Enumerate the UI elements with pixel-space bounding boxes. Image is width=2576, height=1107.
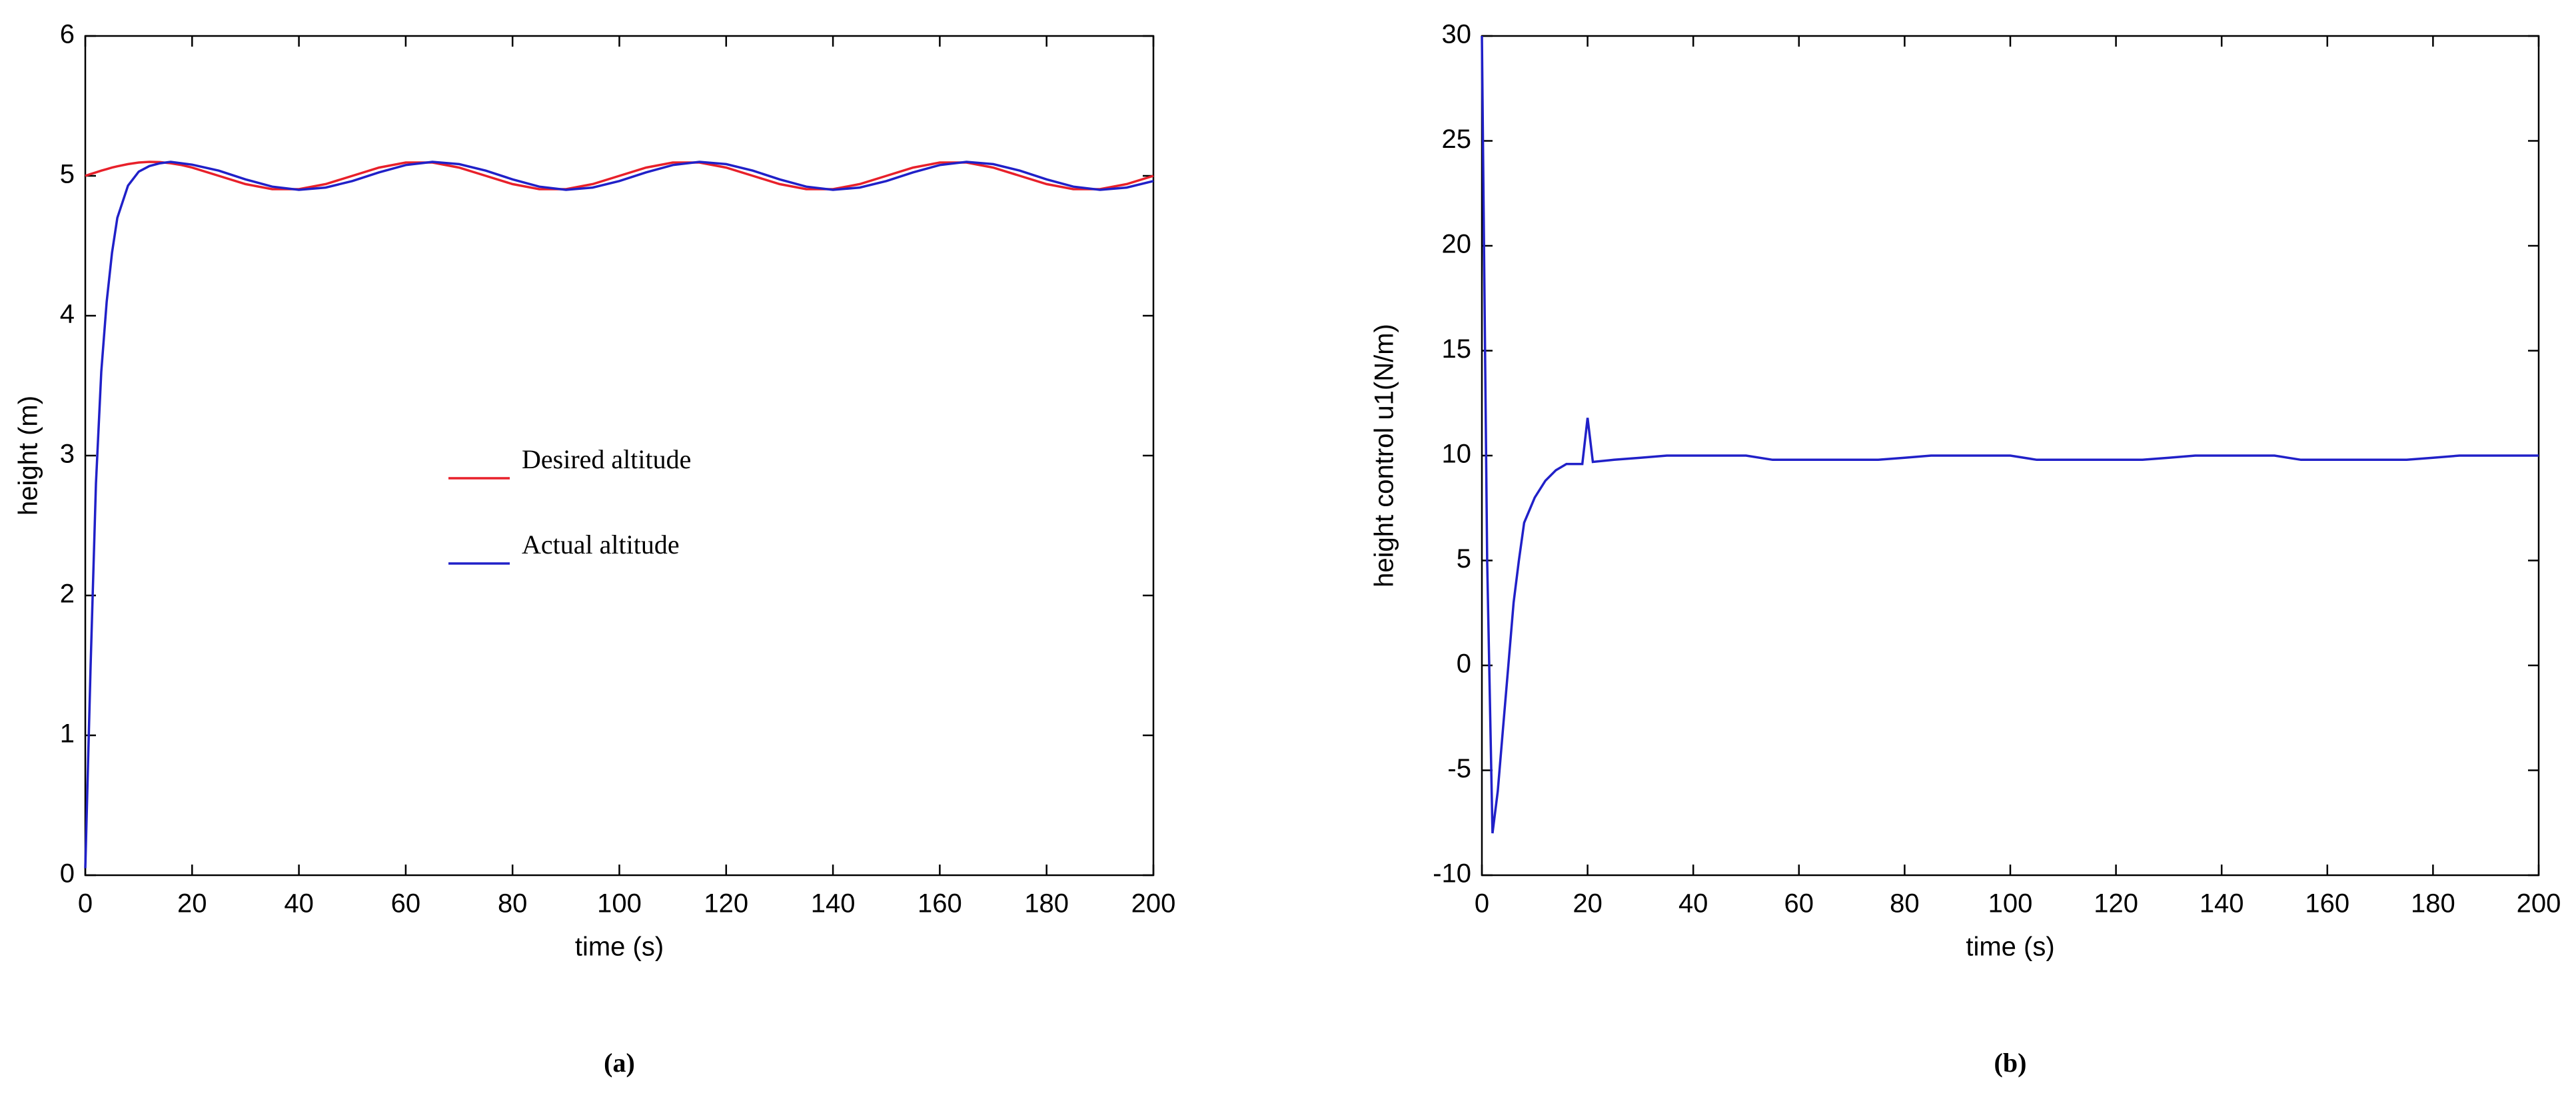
y-tick-label: 20 — [1442, 230, 1472, 259]
x-tick-label: 120 — [704, 889, 748, 919]
data-line — [85, 161, 1154, 190]
x-tick-label: 80 — [498, 889, 528, 919]
y-tick-label: 0 — [1457, 649, 1471, 679]
y-tick-label: 0 — [60, 859, 75, 889]
x-tick-label: 160 — [2305, 889, 2349, 919]
caption: (b) — [1994, 1048, 2027, 1078]
y-tick-label: 10 — [1442, 440, 1472, 469]
data-line — [84, 161, 1154, 869]
y-tick-label: 3 — [60, 440, 75, 469]
x-tick-label: 0 — [1475, 889, 1489, 919]
x-tick-label: 140 — [2200, 889, 2244, 919]
x-tick-label: 60 — [1784, 889, 1814, 919]
x-tick-label: 80 — [1890, 889, 1920, 919]
y-tick-label: -10 — [1433, 859, 1471, 889]
y-tick-label: 25 — [1442, 125, 1472, 154]
x-tick-label: 180 — [1024, 889, 1069, 919]
legend-label: Actual altitude — [522, 530, 680, 559]
x-axis-label: time (s) — [575, 932, 664, 962]
x-tick-label: 20 — [1573, 889, 1603, 919]
caption: (a) — [604, 1048, 635, 1078]
x-tick-label: 40 — [284, 889, 314, 919]
y-tick-label: 2 — [60, 579, 75, 609]
y-tick-label: 1 — [60, 719, 75, 749]
x-tick-label: 200 — [1131, 889, 1176, 919]
x-axis-label: time (s) — [1966, 932, 2054, 962]
x-tick-label: 100 — [597, 889, 642, 919]
x-tick-label: 100 — [1988, 889, 2033, 919]
legend-label: Desired altitude — [522, 444, 691, 474]
y-tick-label: 5 — [60, 160, 75, 189]
y-tick-label: 5 — [1457, 544, 1471, 573]
data-line — [1481, 35, 2539, 834]
x-tick-label: 0 — [78, 889, 93, 919]
y-tick-label: -5 — [1447, 754, 1471, 783]
x-tick-label: 120 — [2094, 889, 2138, 919]
y-tick-label: 6 — [60, 20, 75, 49]
x-tick-label: 160 — [918, 889, 962, 919]
y-tick-label: 4 — [60, 300, 75, 329]
x-tick-label: 40 — [1678, 889, 1708, 919]
x-tick-label: 60 — [391, 889, 421, 919]
y-tick-label: 15 — [1442, 334, 1472, 364]
x-tick-label: 140 — [811, 889, 856, 919]
x-tick-label: 180 — [2411, 889, 2455, 919]
y-axis-label: height control u1(N/m) — [1370, 324, 1399, 587]
y-axis-label: height (m) — [14, 396, 43, 516]
y-tick-label: 30 — [1442, 20, 1472, 49]
x-tick-label: 20 — [177, 889, 207, 919]
x-tick-label: 200 — [2517, 889, 2561, 919]
